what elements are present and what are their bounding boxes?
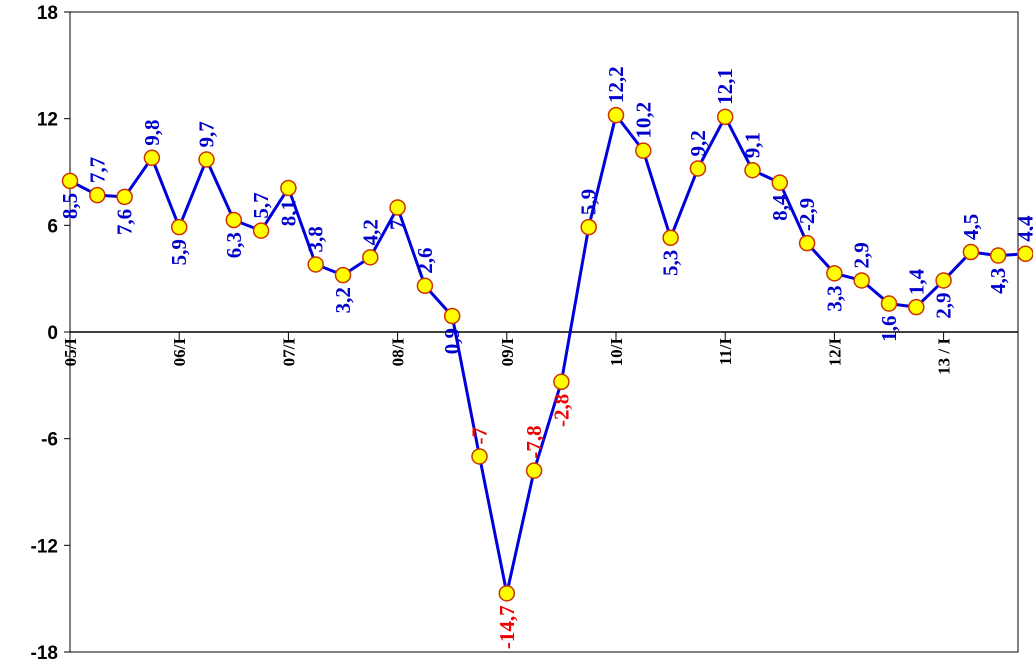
- data-label: 3,8: [304, 226, 328, 252]
- data-point: [935, 272, 952, 289]
- data-point: [280, 179, 297, 197]
- data-point: [252, 222, 270, 239]
- data-label: 3,2: [331, 287, 355, 313]
- data-label: 1,6: [877, 316, 901, 342]
- data-label: 8,5: [58, 193, 82, 219]
- data-label: 8,1: [276, 200, 300, 226]
- data-label: 1,4: [904, 268, 928, 295]
- data-label: 4,5: [959, 214, 983, 240]
- data-point: [198, 151, 215, 168]
- data-label: 5,3: [659, 250, 683, 276]
- data-label: 10,2: [631, 102, 655, 139]
- x-tick-label: 11/I: [716, 338, 735, 366]
- data-point: [362, 249, 379, 266]
- data-point: [525, 462, 543, 479]
- data-point: [116, 188, 133, 206]
- x-tick-label: 09/I: [498, 338, 517, 367]
- x-tick-label: 12/I: [825, 338, 844, 367]
- y-tick-label: 12: [37, 110, 58, 131]
- data-label: 9,2: [686, 130, 710, 156]
- series-line: [69, 113, 1026, 595]
- y-tick-label: 18: [37, 3, 58, 24]
- data-label: 7,7: [85, 157, 109, 183]
- data-point: [962, 243, 980, 261]
- data-point: [826, 265, 843, 282]
- data-label: 12,1: [713, 68, 737, 105]
- data-label: 9,8: [140, 120, 164, 146]
- data-point: [143, 149, 161, 167]
- data-point: [89, 186, 106, 204]
- data-label: 4,3: [986, 268, 1010, 294]
- data-point: [471, 448, 488, 465]
- data-point: [689, 160, 707, 177]
- data-label: -2,9: [795, 198, 819, 231]
- data-label: 5,7: [249, 192, 273, 218]
- data-point: [553, 373, 570, 391]
- x-tick-labels: 05/I 06/I 07/I 08/I 09/I 10/I 11/I 12/I 13 / I: [61, 338, 954, 375]
- data-label: -7,8: [522, 425, 546, 458]
- data-label: 0,9: [440, 328, 464, 354]
- x-tick-label: 13 / I: [935, 338, 954, 375]
- y-tick-label: 6: [47, 216, 58, 237]
- data-point: [1017, 245, 1033, 263]
- data-point: [61, 172, 79, 190]
- data-label: 5,9: [167, 239, 191, 265]
- data-point: [853, 272, 870, 289]
- data-label: 9,1: [741, 132, 765, 158]
- data-point: [307, 256, 324, 273]
- data-point: [580, 218, 597, 236]
- data-label: 12,2: [604, 66, 628, 103]
- data-label: 2,9: [850, 242, 874, 268]
- y-tick-label: -12: [31, 536, 58, 557]
- y-tick-labels: 18 12 6 0 -6 -12 -18: [31, 3, 58, 664]
- data-points: [61, 106, 1033, 602]
- data-point: [635, 142, 652, 159]
- data-point: [716, 108, 734, 126]
- axes: [64, 11, 1019, 653]
- data-point: [744, 161, 761, 179]
- data-point: [416, 277, 434, 295]
- data-point: [908, 298, 925, 316]
- data-point: [880, 295, 898, 312]
- x-tick-label: 07/I: [279, 338, 298, 367]
- data-point: [989, 247, 1007, 264]
- x-tick-label: 08/I: [389, 338, 408, 367]
- data-label: 3,3: [822, 285, 846, 311]
- data-label: 8,4: [768, 194, 792, 221]
- data-labels: 8,57,7 7,6 9,8 5,9 9,7 6,35,7 8,13,8 3,2 4,2 7 2,6…: [58, 66, 1033, 649]
- data-point: [225, 211, 243, 229]
- data-label: -7: [468, 427, 492, 445]
- data-label: 4,2: [358, 219, 382, 245]
- x-tick-label: 05/I: [61, 338, 80, 367]
- data-point: [798, 234, 816, 252]
- data-label: -2,8: [549, 394, 573, 427]
- data-point: [498, 585, 516, 602]
- x-tick-label: 06/I: [170, 338, 189, 367]
- data-point: [170, 218, 188, 236]
- data-label: 2,9: [932, 292, 956, 318]
- data-point: [662, 229, 679, 247]
- data-label: 7,6: [113, 209, 137, 235]
- data-label: 5,9: [577, 189, 601, 215]
- data-label: 7: [386, 220, 410, 231]
- data-label: 2,6: [413, 248, 437, 274]
- data-label: 4,4: [1014, 215, 1033, 242]
- y-tick-label: 0: [47, 323, 58, 344]
- y-tick-label: -6: [41, 430, 58, 451]
- data-point: [389, 199, 406, 216]
- data-label: 6,3: [222, 232, 246, 258]
- data-point: [607, 106, 625, 124]
- data-point: [771, 174, 789, 191]
- x-tick-label: 10/I: [607, 338, 626, 367]
- y-tick-label: -18: [31, 643, 58, 664]
- data-point: [443, 307, 461, 325]
- data-point: [334, 266, 352, 284]
- data-label: -14,7: [495, 605, 519, 649]
- data-label: 9,7: [195, 121, 219, 147]
